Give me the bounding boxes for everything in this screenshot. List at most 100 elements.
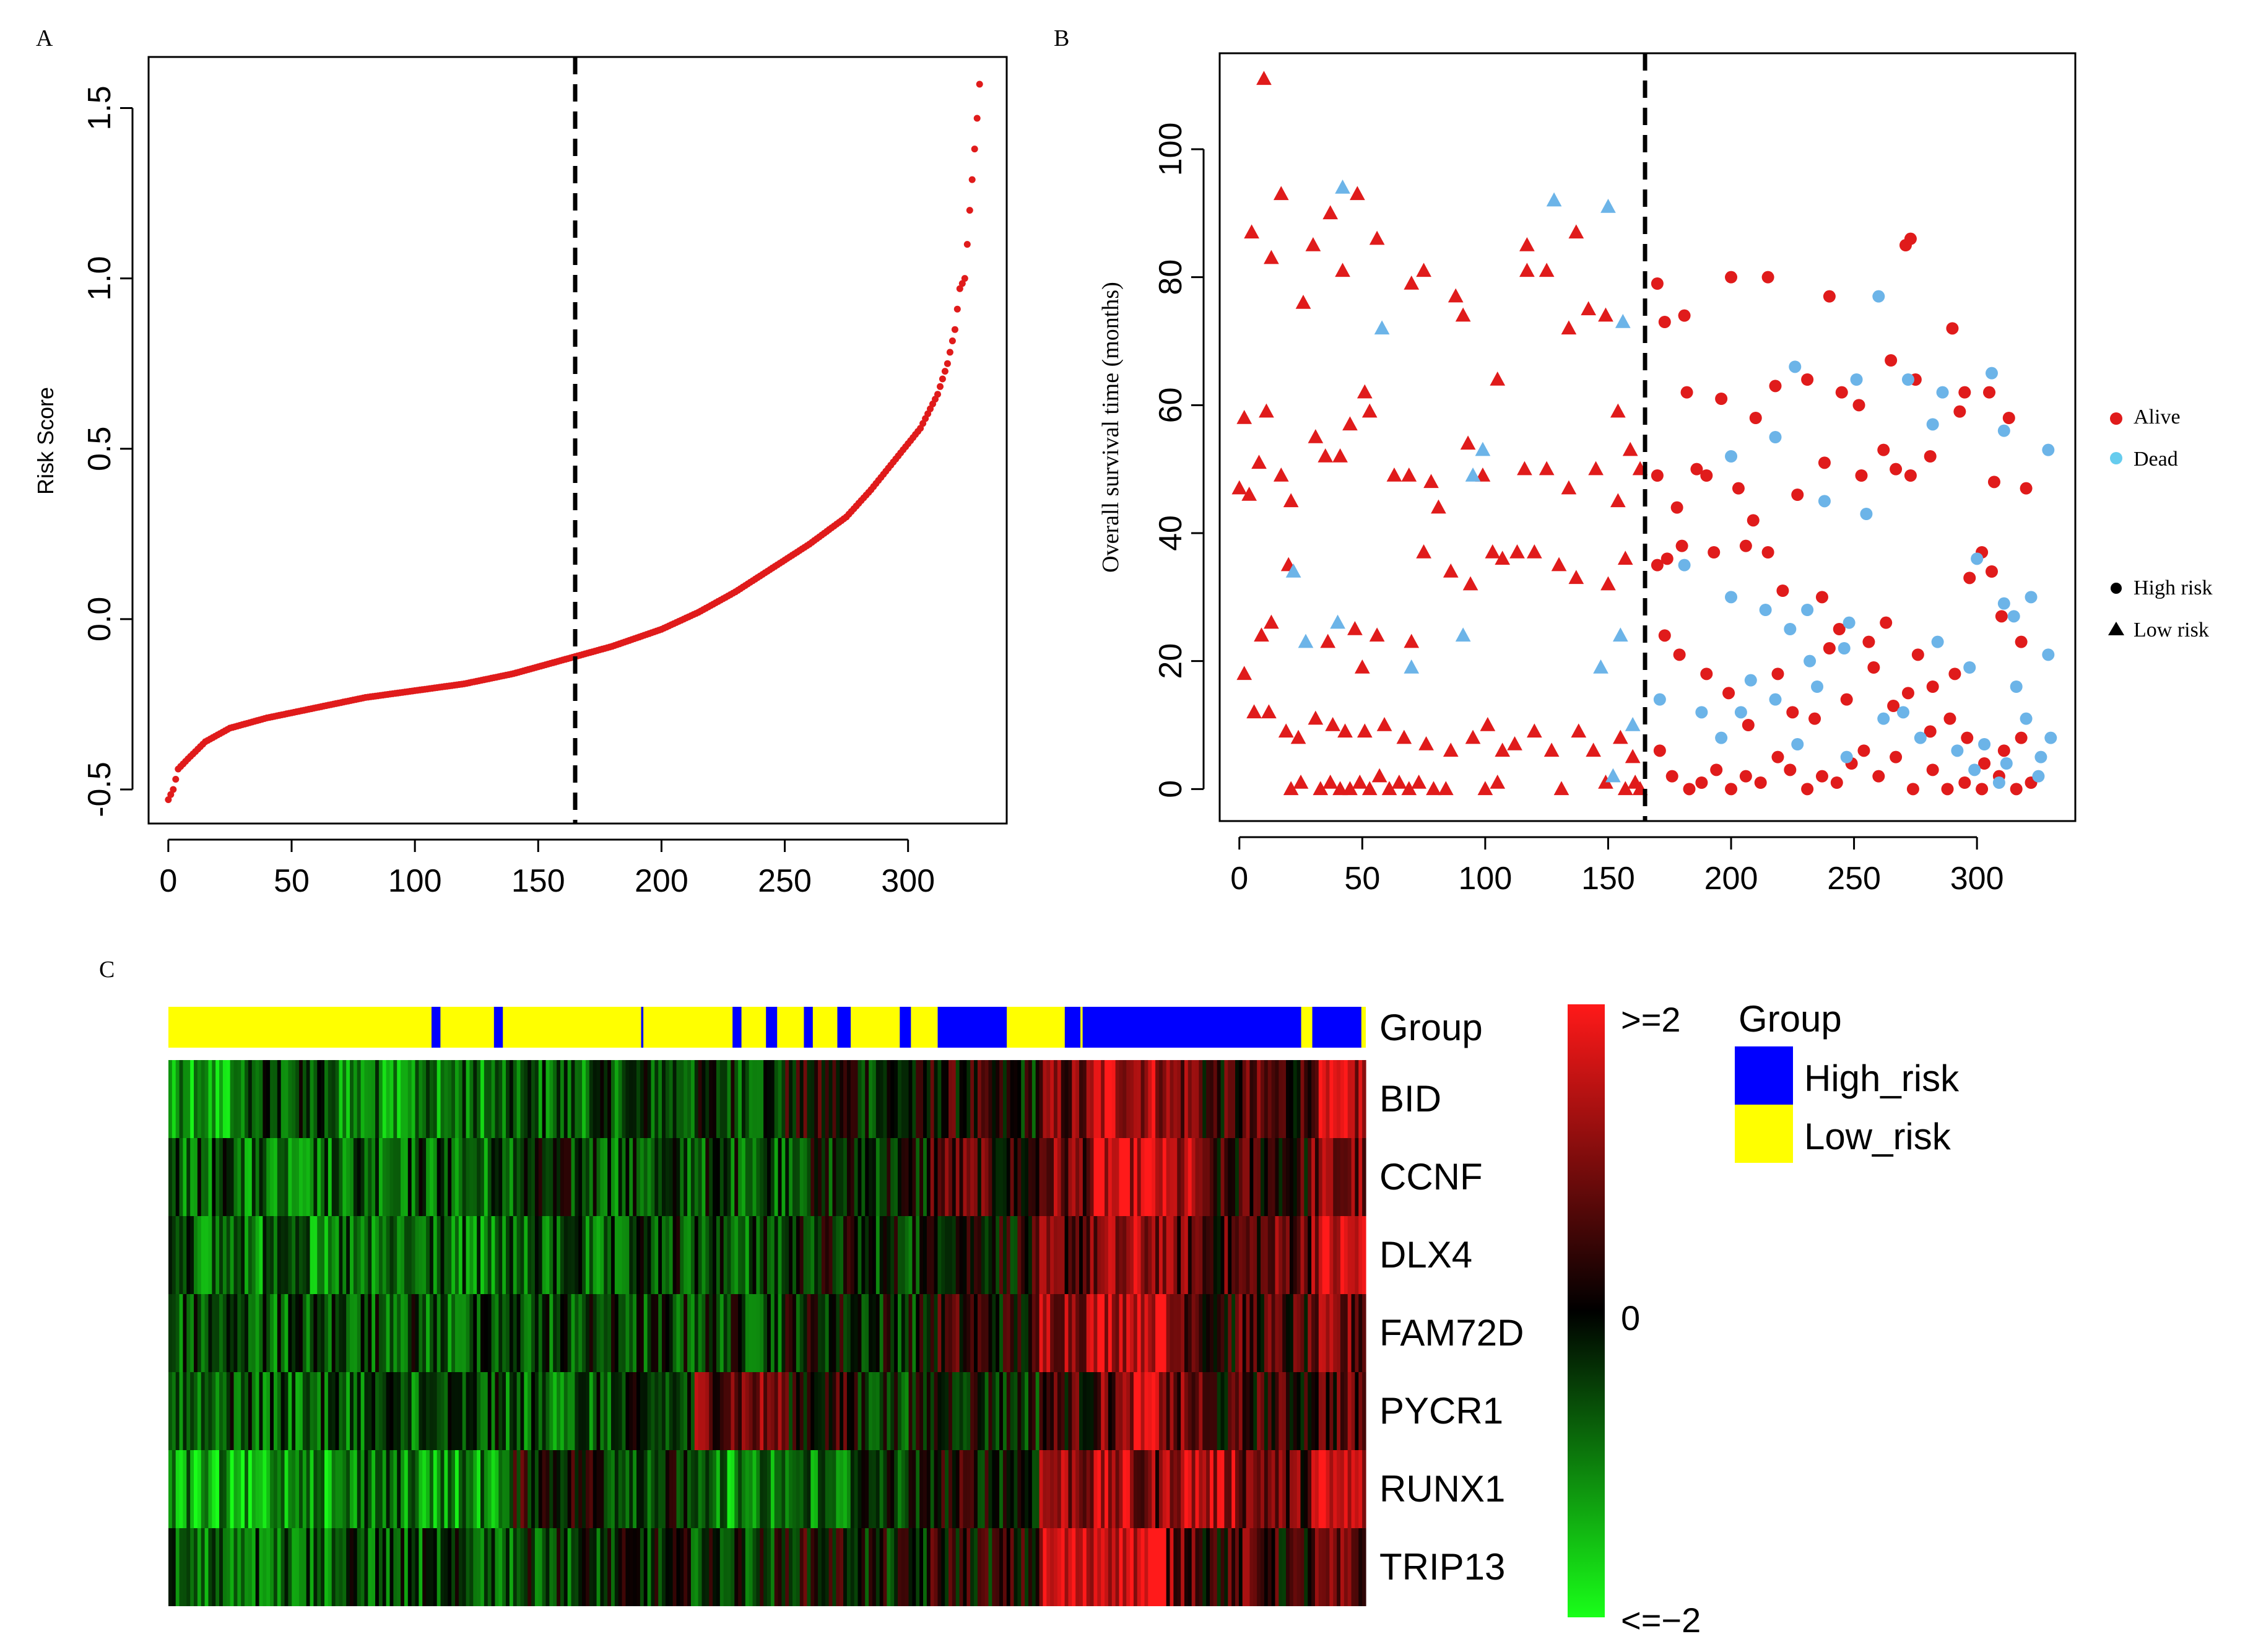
heatmap-cell — [1072, 1216, 1076, 1294]
panel-a-y-tick-label: 1.5 — [82, 85, 118, 130]
heatmap-cell — [770, 1216, 775, 1294]
heatmap-cell — [1177, 1216, 1181, 1294]
heatmap-cell — [1082, 1450, 1087, 1528]
heatmap-cell — [701, 1372, 706, 1450]
heatmap-cell — [502, 1138, 506, 1216]
high-risk-dead-point — [1801, 604, 1814, 616]
heatmap-cell — [1025, 1450, 1029, 1528]
heatmap-cell — [741, 1372, 746, 1450]
heatmap-cell — [1144, 1372, 1148, 1450]
heatmap-cell — [1079, 1216, 1083, 1294]
heatmap-cell — [719, 1528, 724, 1606]
high-risk-alive-point — [2010, 783, 2023, 796]
heatmap-cell — [1195, 1372, 1200, 1450]
heatmap-cell — [872, 1372, 877, 1450]
heatmap-cell — [1314, 1138, 1319, 1216]
heatmap-cell — [894, 1060, 898, 1138]
low-risk-alive-point — [1241, 487, 1257, 501]
heatmap-cell — [643, 1216, 648, 1294]
heatmap-cell — [197, 1450, 202, 1528]
heatmap-cell — [905, 1138, 909, 1216]
heatmap-cell — [770, 1372, 775, 1450]
heatmap-cell — [335, 1528, 340, 1606]
heatmap-cell — [1079, 1372, 1083, 1450]
heatmap-cell — [194, 1294, 198, 1372]
heatmap-cell — [448, 1060, 452, 1138]
heatmap-cell — [393, 1528, 397, 1606]
heatmap-cell — [342, 1372, 347, 1450]
heatmap-cell — [719, 1060, 724, 1138]
high-risk-alive-point — [1963, 572, 1976, 585]
panel-a: A Risk Score 0 50 100 150 200 250 300 -0.50.00… — [33, 25, 1008, 899]
heatmap-cell — [883, 1528, 887, 1606]
heatmap-cell — [1308, 1294, 1312, 1372]
heatmap-cell — [245, 1138, 249, 1216]
high-risk-alive-point — [1653, 744, 1666, 757]
heatmap-cell — [843, 1216, 848, 1294]
heatmap-cell — [745, 1450, 750, 1528]
heatmap-cell — [538, 1450, 543, 1528]
heatmap-cell — [273, 1294, 278, 1372]
heatmap-cell — [215, 1450, 220, 1528]
heatmap-cell — [992, 1138, 996, 1216]
heatmap-cell — [854, 1528, 859, 1606]
heatmap-cell — [1126, 1138, 1131, 1216]
heatmap-cell — [770, 1294, 775, 1372]
heatmap-cell — [1017, 1528, 1022, 1606]
heatmap-cell — [194, 1138, 198, 1216]
heatmap-cell — [545, 1294, 550, 1372]
risk-score-point — [949, 337, 956, 344]
risk-score-point — [165, 796, 172, 803]
low-risk-alive-point — [1418, 736, 1434, 750]
heatmap-cell — [509, 1138, 514, 1216]
risk-score-point — [976, 80, 983, 88]
heatmap-cell — [850, 1450, 855, 1528]
heatmap-cell — [498, 1528, 503, 1606]
heatmap-cell — [567, 1294, 572, 1372]
heatmap-cell — [770, 1060, 775, 1138]
heatmap-cell — [168, 1060, 173, 1138]
heatmap-cell — [977, 1216, 982, 1294]
heatmap-cell — [1108, 1138, 1113, 1216]
high-risk-alive-point — [1948, 667, 1961, 680]
heatmap-cell — [1322, 1372, 1327, 1450]
high-risk-alive-point — [1769, 380, 1782, 393]
heatmap-cell — [1010, 1138, 1015, 1216]
heatmap-cell — [545, 1372, 550, 1450]
panel-a-y-tick-label: -0.5 — [82, 762, 118, 817]
high-risk-dead-point — [1715, 731, 1728, 744]
heatmap-cell — [190, 1060, 194, 1138]
heatmap-cell — [342, 1450, 347, 1528]
heatmap-cell — [251, 1138, 256, 1216]
heatmap-cell — [709, 1372, 713, 1450]
heatmap-cell — [622, 1372, 627, 1450]
heatmap-cell — [331, 1372, 336, 1450]
heatmap-cell — [941, 1216, 945, 1294]
heatmap-cell — [1006, 1372, 1011, 1450]
heatmap-cell — [1191, 1450, 1196, 1528]
heatmap-cell — [371, 1372, 376, 1450]
heatmap-cell — [1362, 1138, 1366, 1216]
heatmap-cell — [582, 1060, 586, 1138]
heatmap-cell — [1253, 1528, 1257, 1606]
heatmap-cell — [346, 1450, 350, 1528]
heatmap-cell — [1035, 1216, 1040, 1294]
heatmap-cell — [397, 1528, 401, 1606]
heatmap-cell — [175, 1450, 180, 1528]
legend-item-alive: Alive — [2110, 406, 2181, 428]
heatmap-cell — [451, 1450, 456, 1528]
heatmap-cell — [825, 1450, 830, 1528]
heatmap-cell — [357, 1138, 362, 1216]
high-risk-dead-point — [2042, 443, 2055, 456]
heatmap-cell — [930, 1060, 935, 1138]
heatmap-cell — [266, 1450, 271, 1528]
heatmap-cell — [1195, 1294, 1200, 1372]
heatmap-cell — [502, 1060, 506, 1138]
heatmap-cell — [487, 1372, 492, 1450]
heatmap-cell — [1314, 1372, 1319, 1450]
heatmap-cell — [636, 1372, 641, 1450]
heatmap-row-label: DLX4 — [1379, 1234, 1472, 1276]
heatmap-cell — [763, 1138, 768, 1216]
heatmap-cell — [364, 1450, 368, 1528]
heatmap-cell — [1108, 1294, 1113, 1372]
